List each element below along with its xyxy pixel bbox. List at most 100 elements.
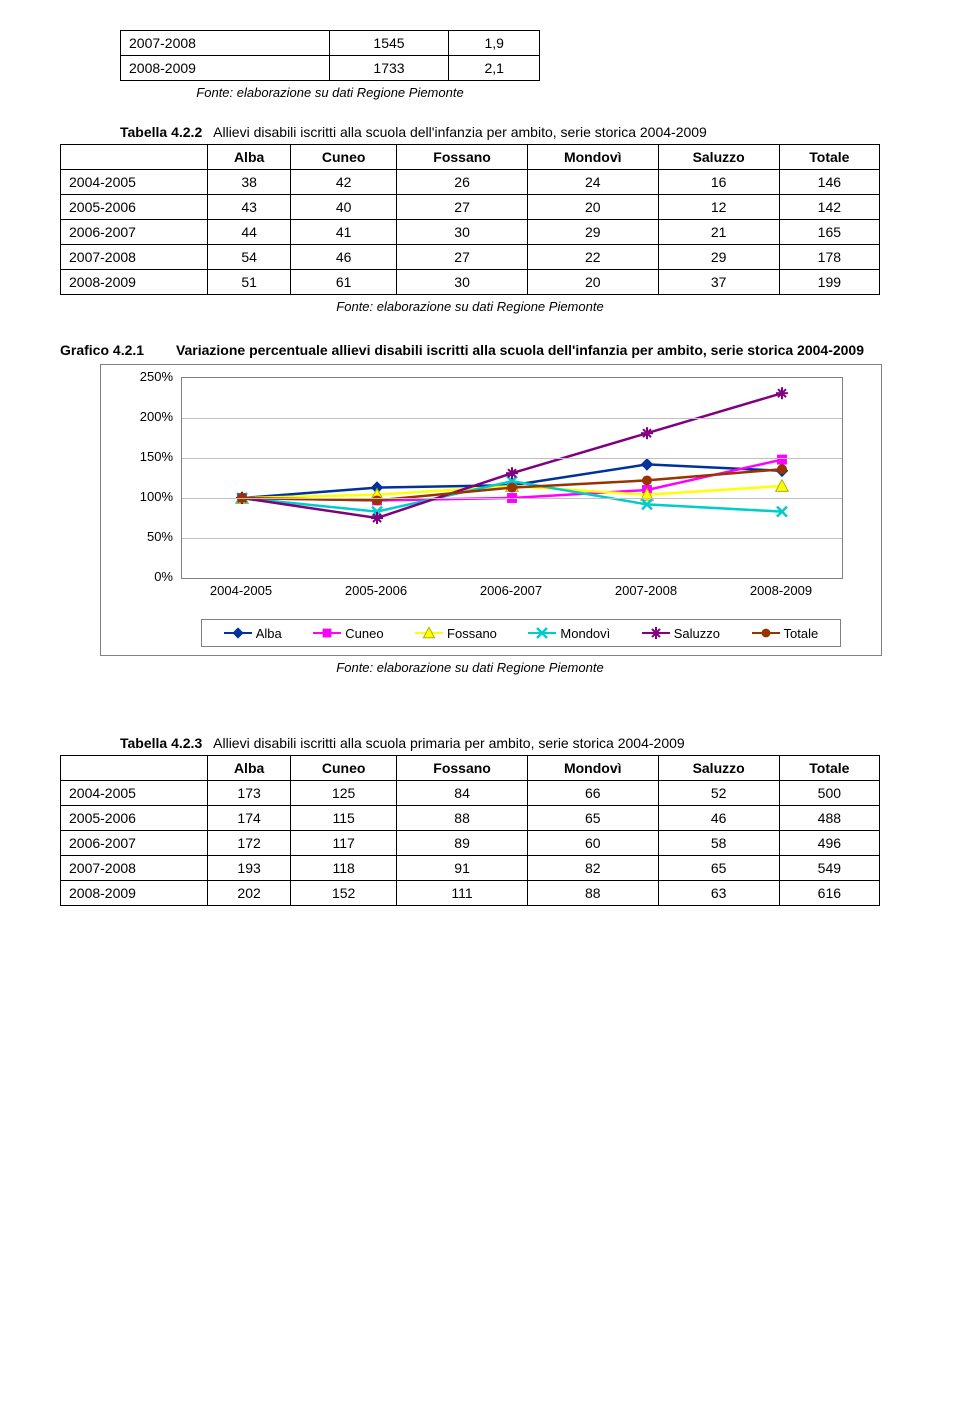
cell-value: 65 bbox=[527, 806, 658, 831]
cell-value: 42 bbox=[291, 170, 397, 195]
cell-value: 40 bbox=[291, 195, 397, 220]
legend-item: Cuneo bbox=[313, 626, 383, 641]
column-header: Alba bbox=[208, 756, 291, 781]
chart-421: 0%50%100%150%200%250% 2004-20052005-2006… bbox=[100, 364, 882, 656]
table-row: 2007-2008 1545 1,9 bbox=[121, 31, 540, 56]
cell-value: 178 bbox=[779, 245, 879, 270]
cell-value: 46 bbox=[658, 806, 779, 831]
cell-value: 30 bbox=[397, 220, 528, 245]
cell-value: 21 bbox=[658, 220, 779, 245]
chart-prefix: Grafico 4.2.1 bbox=[60, 342, 144, 358]
legend-item: Alba bbox=[224, 626, 282, 641]
table-422: AlbaCuneoFossanoMondovìSaluzzoTotale 200… bbox=[60, 144, 880, 295]
legend-item: Mondovì bbox=[528, 626, 610, 641]
chart-plot-area bbox=[181, 377, 843, 579]
fonte-note: Fonte: elaborazione su dati Regione Piem… bbox=[60, 299, 880, 314]
cell-value: 1733 bbox=[329, 56, 449, 81]
legend-item: Fossano bbox=[415, 626, 497, 641]
cell-value: 88 bbox=[397, 806, 528, 831]
legend-label: Mondovì bbox=[560, 626, 610, 641]
cell-value: 165 bbox=[779, 220, 879, 245]
cell-value: 37 bbox=[658, 270, 779, 295]
table-423-prefix: Tabella 4.2.3 bbox=[120, 735, 202, 751]
table-row: 2005-2006174115886546488 bbox=[61, 806, 880, 831]
x-axis-label: 2006-2007 bbox=[480, 583, 542, 598]
cell-value: 199 bbox=[779, 270, 879, 295]
cell-value: 84 bbox=[397, 781, 528, 806]
column-header bbox=[61, 145, 208, 170]
table-row: 2004-2005173125846652500 bbox=[61, 781, 880, 806]
cell-value: 29 bbox=[658, 245, 779, 270]
column-header: Mondovì bbox=[527, 756, 658, 781]
cell-value: 27 bbox=[397, 195, 528, 220]
column-header: Totale bbox=[779, 145, 879, 170]
table-423: AlbaCuneoFossanoMondovìSaluzzoTotale 200… bbox=[60, 755, 880, 906]
x-axis-label: 2004-2005 bbox=[210, 583, 272, 598]
cell-value: 142 bbox=[779, 195, 879, 220]
table-row: 2007-20085446272229178 bbox=[61, 245, 880, 270]
cell-value: 1545 bbox=[329, 31, 449, 56]
legend-label: Fossano bbox=[447, 626, 497, 641]
cell-value: 30 bbox=[397, 270, 528, 295]
legend-item: Totale bbox=[752, 626, 819, 641]
table-422-title: Allievi disabili iscritti alla scuola de… bbox=[213, 124, 707, 140]
cell-value: 12 bbox=[658, 195, 779, 220]
x-axis-label: 2008-2009 bbox=[750, 583, 812, 598]
cell-value: 172 bbox=[208, 831, 291, 856]
y-axis-label: 150% bbox=[113, 449, 173, 464]
cell-value: 82 bbox=[527, 856, 658, 881]
chart-title: Variazione percentuale allievi disabili … bbox=[176, 342, 864, 358]
column-header: Saluzzo bbox=[658, 756, 779, 781]
cell-value: 496 bbox=[779, 831, 879, 856]
table-423-title: Allievi disabili iscritti alla scuola pr… bbox=[213, 735, 685, 751]
legend-item: Saluzzo bbox=[642, 626, 720, 641]
table-422-prefix: Tabella 4.2.2 bbox=[120, 124, 202, 140]
cell-value: 44 bbox=[208, 220, 291, 245]
y-axis-label: 0% bbox=[113, 569, 173, 584]
cell-year: 2005-2006 bbox=[61, 195, 208, 220]
cell-year: 2006-2007 bbox=[61, 220, 208, 245]
column-header bbox=[61, 756, 208, 781]
cell-year: 2004-2005 bbox=[61, 170, 208, 195]
column-header: Saluzzo bbox=[658, 145, 779, 170]
cell-year: 2005-2006 bbox=[61, 806, 208, 831]
cell-value: 1,9 bbox=[449, 31, 540, 56]
cell-value: 61 bbox=[291, 270, 397, 295]
cell-value: 2,1 bbox=[449, 56, 540, 81]
legend-label: Alba bbox=[256, 626, 282, 641]
table-row: 2006-2007172117896058496 bbox=[61, 831, 880, 856]
cell-value: 202 bbox=[208, 881, 291, 906]
legend-label: Cuneo bbox=[345, 626, 383, 641]
cell-value: 616 bbox=[779, 881, 879, 906]
column-header: Fossano bbox=[397, 145, 528, 170]
column-header: Totale bbox=[779, 756, 879, 781]
cell-value: 193 bbox=[208, 856, 291, 881]
x-axis-label: 2005-2006 bbox=[345, 583, 407, 598]
chart-legend: Alba Cuneo Fossano Mondovì Saluzzo Totale bbox=[201, 619, 841, 647]
cell-value: 26 bbox=[397, 170, 528, 195]
legend-label: Totale bbox=[784, 626, 819, 641]
table-row: 2008-20095161302037199 bbox=[61, 270, 880, 295]
cell-year: 2007-2008 bbox=[121, 31, 330, 56]
cell-value: 125 bbox=[291, 781, 397, 806]
cell-value: 89 bbox=[397, 831, 528, 856]
x-axis-label: 2007-2008 bbox=[615, 583, 677, 598]
cell-value: 43 bbox=[208, 195, 291, 220]
cell-value: 91 bbox=[397, 856, 528, 881]
cell-value: 111 bbox=[397, 881, 528, 906]
fonte-note: Fonte: elaborazione su dati Regione Piem… bbox=[60, 660, 880, 675]
cell-value: 20 bbox=[527, 195, 658, 220]
cell-year: 2007-2008 bbox=[61, 245, 208, 270]
fonte-note: Fonte: elaborazione su dati Regione Piem… bbox=[120, 85, 540, 100]
column-header: Alba bbox=[208, 145, 291, 170]
top-summary-table: 2007-2008 1545 1,92008-2009 1733 2,1 bbox=[120, 30, 540, 81]
cell-value: 63 bbox=[658, 881, 779, 906]
cell-value: 54 bbox=[208, 245, 291, 270]
table-423-caption: Tabella 4.2.3 Allievi disabili iscritti … bbox=[120, 735, 900, 751]
table-row: 2008-2009 1733 2,1 bbox=[121, 56, 540, 81]
cell-value: 38 bbox=[208, 170, 291, 195]
cell-value: 500 bbox=[779, 781, 879, 806]
cell-value: 174 bbox=[208, 806, 291, 831]
cell-value: 52 bbox=[658, 781, 779, 806]
cell-value: 29 bbox=[527, 220, 658, 245]
